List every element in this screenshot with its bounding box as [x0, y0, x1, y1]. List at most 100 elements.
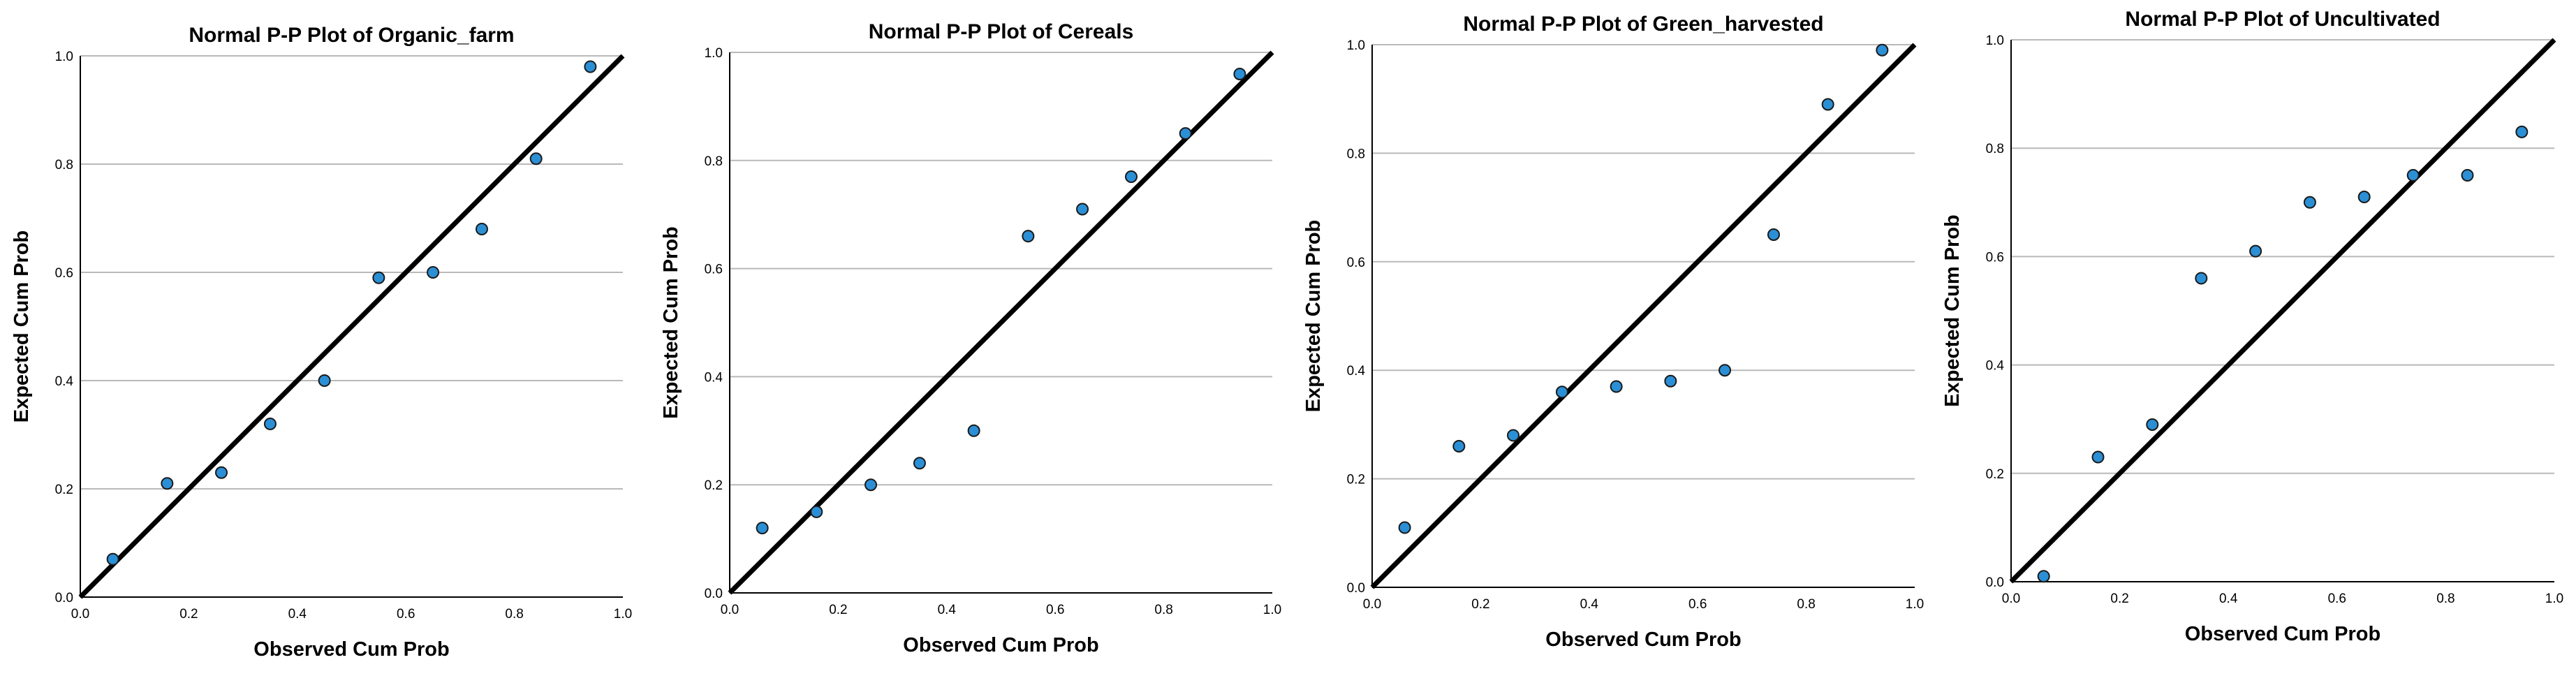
- data-point: [2515, 125, 2529, 138]
- x-axis-label: Observed Cum Prob: [2185, 623, 2380, 645]
- reference-line: [1370, 43, 1917, 589]
- y-tick-label: 0.8: [1986, 142, 2004, 156]
- data-point: [161, 477, 174, 490]
- x-tick-label: 0.4: [1580, 597, 1599, 612]
- y-tick-label: 0.0: [1347, 581, 1365, 596]
- data-point: [2091, 450, 2105, 464]
- data-point: [1452, 439, 1466, 453]
- pp-plot-3: 0.0 0.2 0.4 0.6 0.8 1.0 0.0 0.2 0.4 0.6 0.8 1.0 Norm…: [1302, 13, 1924, 651]
- y-tick-label: 0.4: [1347, 364, 1366, 379]
- data-point: [584, 60, 597, 73]
- x-tick-label: 0.2: [179, 607, 198, 622]
- data-point: [215, 466, 228, 479]
- pp-plot-1: 0.0 0.2 0.4 0.6 0.8 1.0 0.0 0.2 0.4 0.6 0.8 1.0 Norm…: [10, 24, 632, 661]
- x-tick-label: 0.8: [1797, 597, 1815, 612]
- y-tick-label: 0.4: [1986, 359, 2005, 374]
- data-point: [1664, 374, 1677, 388]
- data-point: [864, 478, 878, 492]
- x-tick-label: 0.8: [1154, 603, 1172, 617]
- data-point: [913, 457, 926, 470]
- y-tick-label: 0.2: [1347, 473, 1365, 487]
- y-tick-label: 0.6: [55, 266, 73, 281]
- reference-line: [2009, 38, 2556, 584]
- y-tick-label: 0.8: [55, 158, 73, 172]
- data-point: [2037, 570, 2050, 583]
- x-tick-label: 0.0: [721, 603, 739, 617]
- reference-line: [78, 54, 625, 599]
- data-point: [810, 505, 823, 518]
- data-point: [106, 552, 119, 566]
- y-tick-label: 1.0: [1347, 38, 1365, 53]
- x-tick-label: 0.8: [505, 607, 523, 622]
- data-point: [1022, 230, 1035, 243]
- data-point: [2357, 191, 2371, 204]
- y-tick-label: 0.6: [1347, 256, 1365, 270]
- y-tick-label: 1.0: [55, 50, 73, 64]
- x-tick-label: 0.6: [2328, 592, 2346, 606]
- x-tick-label: 0.6: [1046, 603, 1064, 617]
- y-tick-label: 1.0: [1986, 34, 2004, 48]
- data-point: [1767, 228, 1780, 241]
- data-point: [2303, 196, 2316, 209]
- data-point: [2146, 418, 2159, 431]
- x-tick-label: 1.0: [2545, 592, 2563, 606]
- y-axis-label: Expected Cum Prob: [1941, 214, 1964, 407]
- y-tick-label: 0.6: [1986, 250, 2004, 265]
- data-point: [475, 223, 488, 235]
- x-axis-label: Observed Cum Prob: [1545, 629, 1741, 651]
- x-tick-label: 0.0: [71, 607, 89, 622]
- x-tick-label: 0.6: [1688, 597, 1707, 612]
- x-tick-label: 0.8: [2436, 592, 2454, 606]
- chart-title: Normal P-P Plot of Green_harvested: [1463, 13, 1823, 36]
- data-point: [1555, 385, 1568, 399]
- pp-plot-2: 0.0 0.2 0.4 0.6 0.8 1.0 0.0 0.2 0.4 0.6 0.8 1.0 Norm…: [660, 20, 1281, 656]
- data-point: [1610, 380, 1623, 393]
- data-point: [529, 152, 543, 166]
- x-axis-label: Observed Cum Prob: [253, 638, 449, 661]
- x-tick-label: 0.4: [938, 603, 957, 617]
- data-point: [1398, 521, 1411, 534]
- y-tick-label: 0.0: [1986, 575, 2004, 590]
- data-point: [263, 418, 277, 430]
- x-tick-label: 0.0: [2002, 592, 2020, 606]
- y-tick-label: 0.2: [705, 478, 723, 493]
- data-point: [427, 266, 440, 279]
- data-point: [2195, 272, 2208, 285]
- x-tick-label: 0.2: [829, 603, 847, 617]
- x-axis-label: Observed Cum Prob: [903, 634, 1098, 656]
- data-point: [1507, 429, 1520, 442]
- y-tick-label: 0.6: [705, 263, 723, 277]
- y-tick-label: 1.0: [705, 46, 723, 61]
- y-tick-label: 0.2: [1986, 467, 2004, 482]
- data-point: [1076, 203, 1089, 216]
- data-point: [372, 271, 385, 284]
- y-axis-label: Expected Cum Prob: [10, 230, 33, 423]
- chart-title: Normal P-P Plot of Organic_farm: [189, 24, 514, 47]
- y-tick-label: 0.0: [705, 587, 723, 601]
- data-point: [2249, 244, 2262, 258]
- pp-plot-4: 0.0 0.2 0.4 0.6 0.8 1.0 0.0 0.2 0.4 0.6 0.8 1.0 Norm…: [1941, 8, 2563, 645]
- x-tick-label: 1.0: [614, 607, 632, 622]
- reference-line: [728, 50, 1274, 595]
- data-point: [1124, 170, 1138, 184]
- x-tick-label: 0.6: [397, 607, 415, 622]
- data-point: [1179, 127, 1192, 140]
- x-tick-label: 1.0: [1263, 603, 1281, 617]
- y-tick-label: 0.4: [55, 374, 74, 389]
- x-tick-label: 0.2: [1471, 597, 1489, 612]
- data-point: [2406, 169, 2420, 182]
- chart-title: Normal P-P Plot of Uncultivated: [2125, 8, 2440, 31]
- y-axis-label: Expected Cum Prob: [660, 226, 682, 419]
- x-tick-label: 0.4: [288, 607, 307, 622]
- y-axis-label: Expected Cum Prob: [1302, 220, 1325, 413]
- x-tick-label: 0.4: [2219, 592, 2238, 606]
- data-point: [2461, 169, 2474, 182]
- x-tick-label: 1.0: [1906, 597, 1924, 612]
- data-point: [1233, 67, 1246, 80]
- y-tick-label: 0.8: [1347, 147, 1365, 161]
- data-point: [967, 424, 980, 437]
- y-tick-label: 0.0: [55, 591, 73, 605]
- data-point: [1718, 364, 1732, 377]
- data-point: [1821, 98, 1834, 111]
